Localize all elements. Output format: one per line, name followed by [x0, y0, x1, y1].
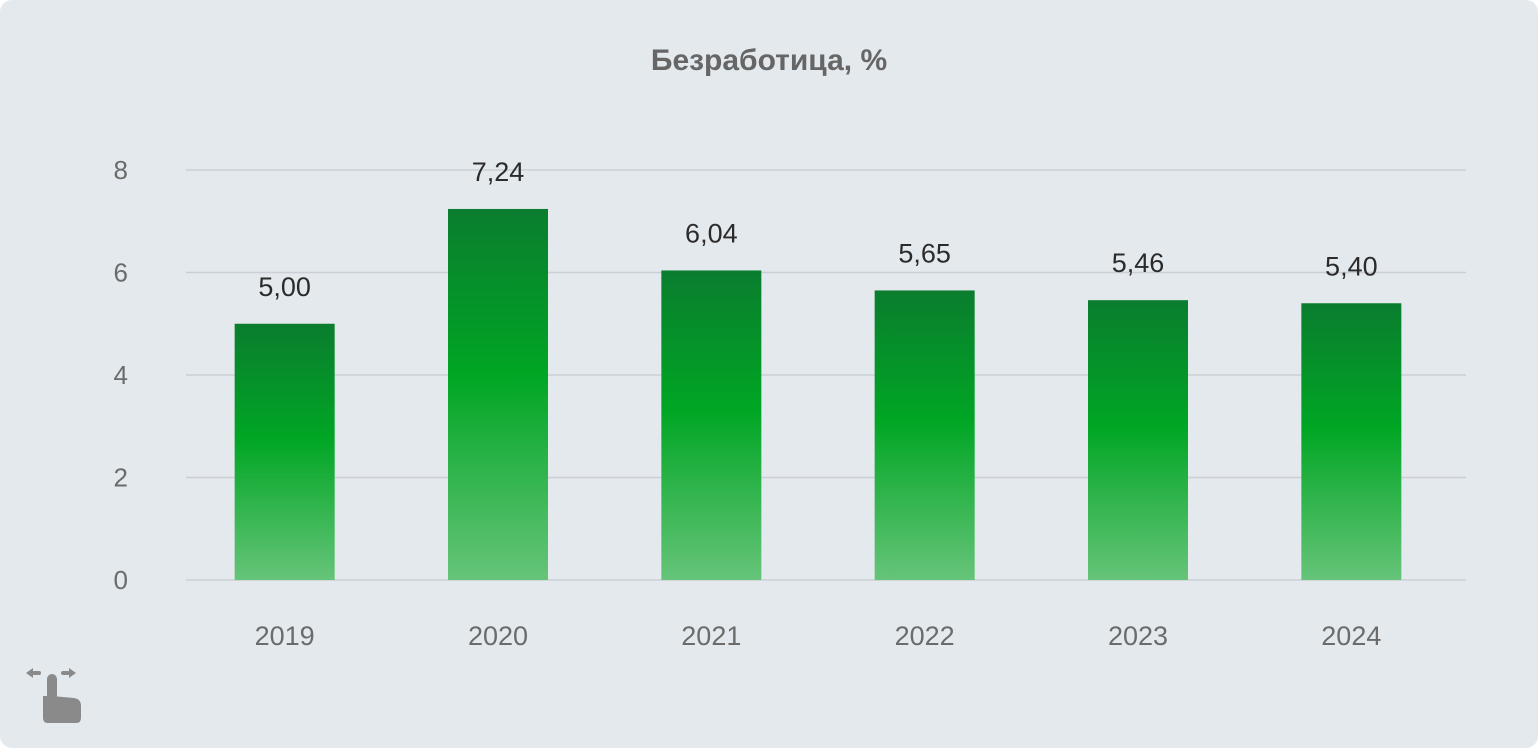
bar-2020[interactable]: [448, 208, 548, 580]
x-tick-label: 2019: [255, 621, 315, 651]
bar-value-label: 5,46: [1112, 248, 1165, 278]
bar-2024[interactable]: [1301, 303, 1402, 580]
bar-value-label: 5,40: [1325, 251, 1378, 281]
y-tick-label: 6: [114, 258, 128, 288]
x-tick-label: 2024: [1321, 621, 1381, 651]
bar-2022[interactable]: [874, 290, 975, 580]
x-tick-label: 2022: [895, 621, 955, 651]
swipe-hand-icon: [26, 668, 81, 723]
bar-value-label: 6,04: [685, 218, 738, 248]
y-tick-label: 8: [114, 155, 128, 185]
y-tick-label: 4: [114, 360, 128, 390]
x-tick-label: 2023: [1108, 621, 1168, 651]
bar-value-label: 5,00: [258, 272, 311, 302]
y-tick-label: 2: [114, 463, 128, 493]
y-tick-label: 0: [114, 565, 128, 595]
x-tick-label: 2020: [468, 621, 528, 651]
bar-2023[interactable]: [1088, 300, 1188, 580]
bar-value-label: 5,65: [898, 238, 951, 268]
chart-title: Безработица, %: [650, 44, 888, 77]
bar-2021[interactable]: [661, 270, 762, 580]
swipe-hint: [24, 666, 84, 726]
bar-value-label: 7,24: [472, 157, 525, 187]
x-tick-label: 2021: [681, 621, 741, 651]
bar-2019[interactable]: [234, 323, 335, 580]
